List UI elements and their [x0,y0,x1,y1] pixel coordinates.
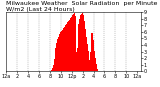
Bar [93,40,94,71]
Bar [52,68,53,71]
Bar [55,48,56,71]
Bar [85,29,86,71]
Bar [71,17,72,71]
Bar [87,44,88,71]
Bar [69,19,70,71]
Bar [96,64,97,71]
Bar [59,34,60,71]
Bar [82,13,83,71]
Bar [64,26,65,71]
Bar [80,15,81,71]
Bar [51,70,52,71]
Bar [72,15,73,71]
Bar [89,60,90,71]
Bar [79,19,80,71]
Bar [56,43,57,71]
Bar [62,30,63,71]
Bar [97,69,98,71]
Bar [67,22,68,71]
Bar [81,14,82,71]
Text: Milwaukee Weather  Solar Radiation  per Minute W/m2 (Last 24 Hours): Milwaukee Weather Solar Radiation per Mi… [6,1,158,12]
Bar [66,24,67,71]
Bar [83,15,84,71]
Bar [57,39,58,71]
Bar [94,47,95,71]
Bar [74,13,75,71]
Bar [53,65,54,71]
Bar [76,52,77,71]
Bar [77,48,78,71]
Bar [84,21,85,71]
Bar [95,58,96,71]
Bar [92,33,93,71]
Bar [61,31,62,71]
Bar [88,51,89,71]
Bar [54,59,55,71]
Bar [60,32,61,71]
Bar [73,14,74,71]
Bar [65,25,66,71]
Bar [75,16,76,71]
Bar [91,33,92,71]
Bar [70,18,71,71]
Bar [90,52,91,71]
Bar [78,24,79,71]
Bar [63,28,64,71]
Bar [86,37,87,71]
Bar [68,21,69,71]
Bar [58,37,59,71]
